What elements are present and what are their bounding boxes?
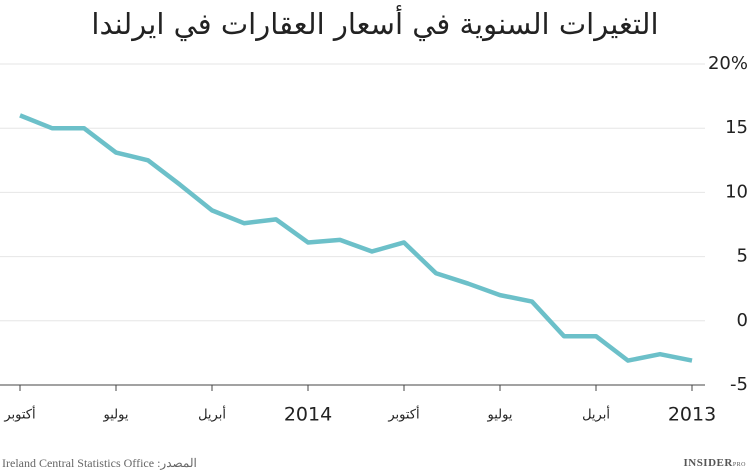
x-tick-label: أبريل <box>582 406 610 423</box>
x-tick-label: يوليو <box>103 408 129 423</box>
line <box>19 113 693 363</box>
x-tick-label: 2014 <box>284 404 332 426</box>
x-tick-label: أبريل <box>198 406 226 423</box>
y-tick-label: 10 <box>725 181 748 202</box>
y-tick-label: 5 <box>737 246 748 267</box>
logo-suffix: PRO <box>732 462 746 468</box>
x-tick-label: 2013 <box>668 404 716 426</box>
y-tick-label: 0 <box>737 310 748 331</box>
source: المصدر: Ireland Central Statistics Offic… <box>2 456 197 470</box>
y-tick-label: 20% <box>708 53 748 74</box>
logo-name: INSIDER <box>683 457 733 469</box>
x-tick-label: يوليو <box>487 408 513 423</box>
y-tick-label: 15 <box>725 117 748 138</box>
x-tick-label: أكتوبر <box>387 406 419 423</box>
chart-title: التغيرات السنوية في أسعار العقارات في اي… <box>91 4 658 42</box>
y-tick-label: -5 <box>730 374 748 395</box>
x-tick-label: أكتوبر <box>3 406 35 423</box>
logo: INSIDERPRO <box>683 457 746 469</box>
